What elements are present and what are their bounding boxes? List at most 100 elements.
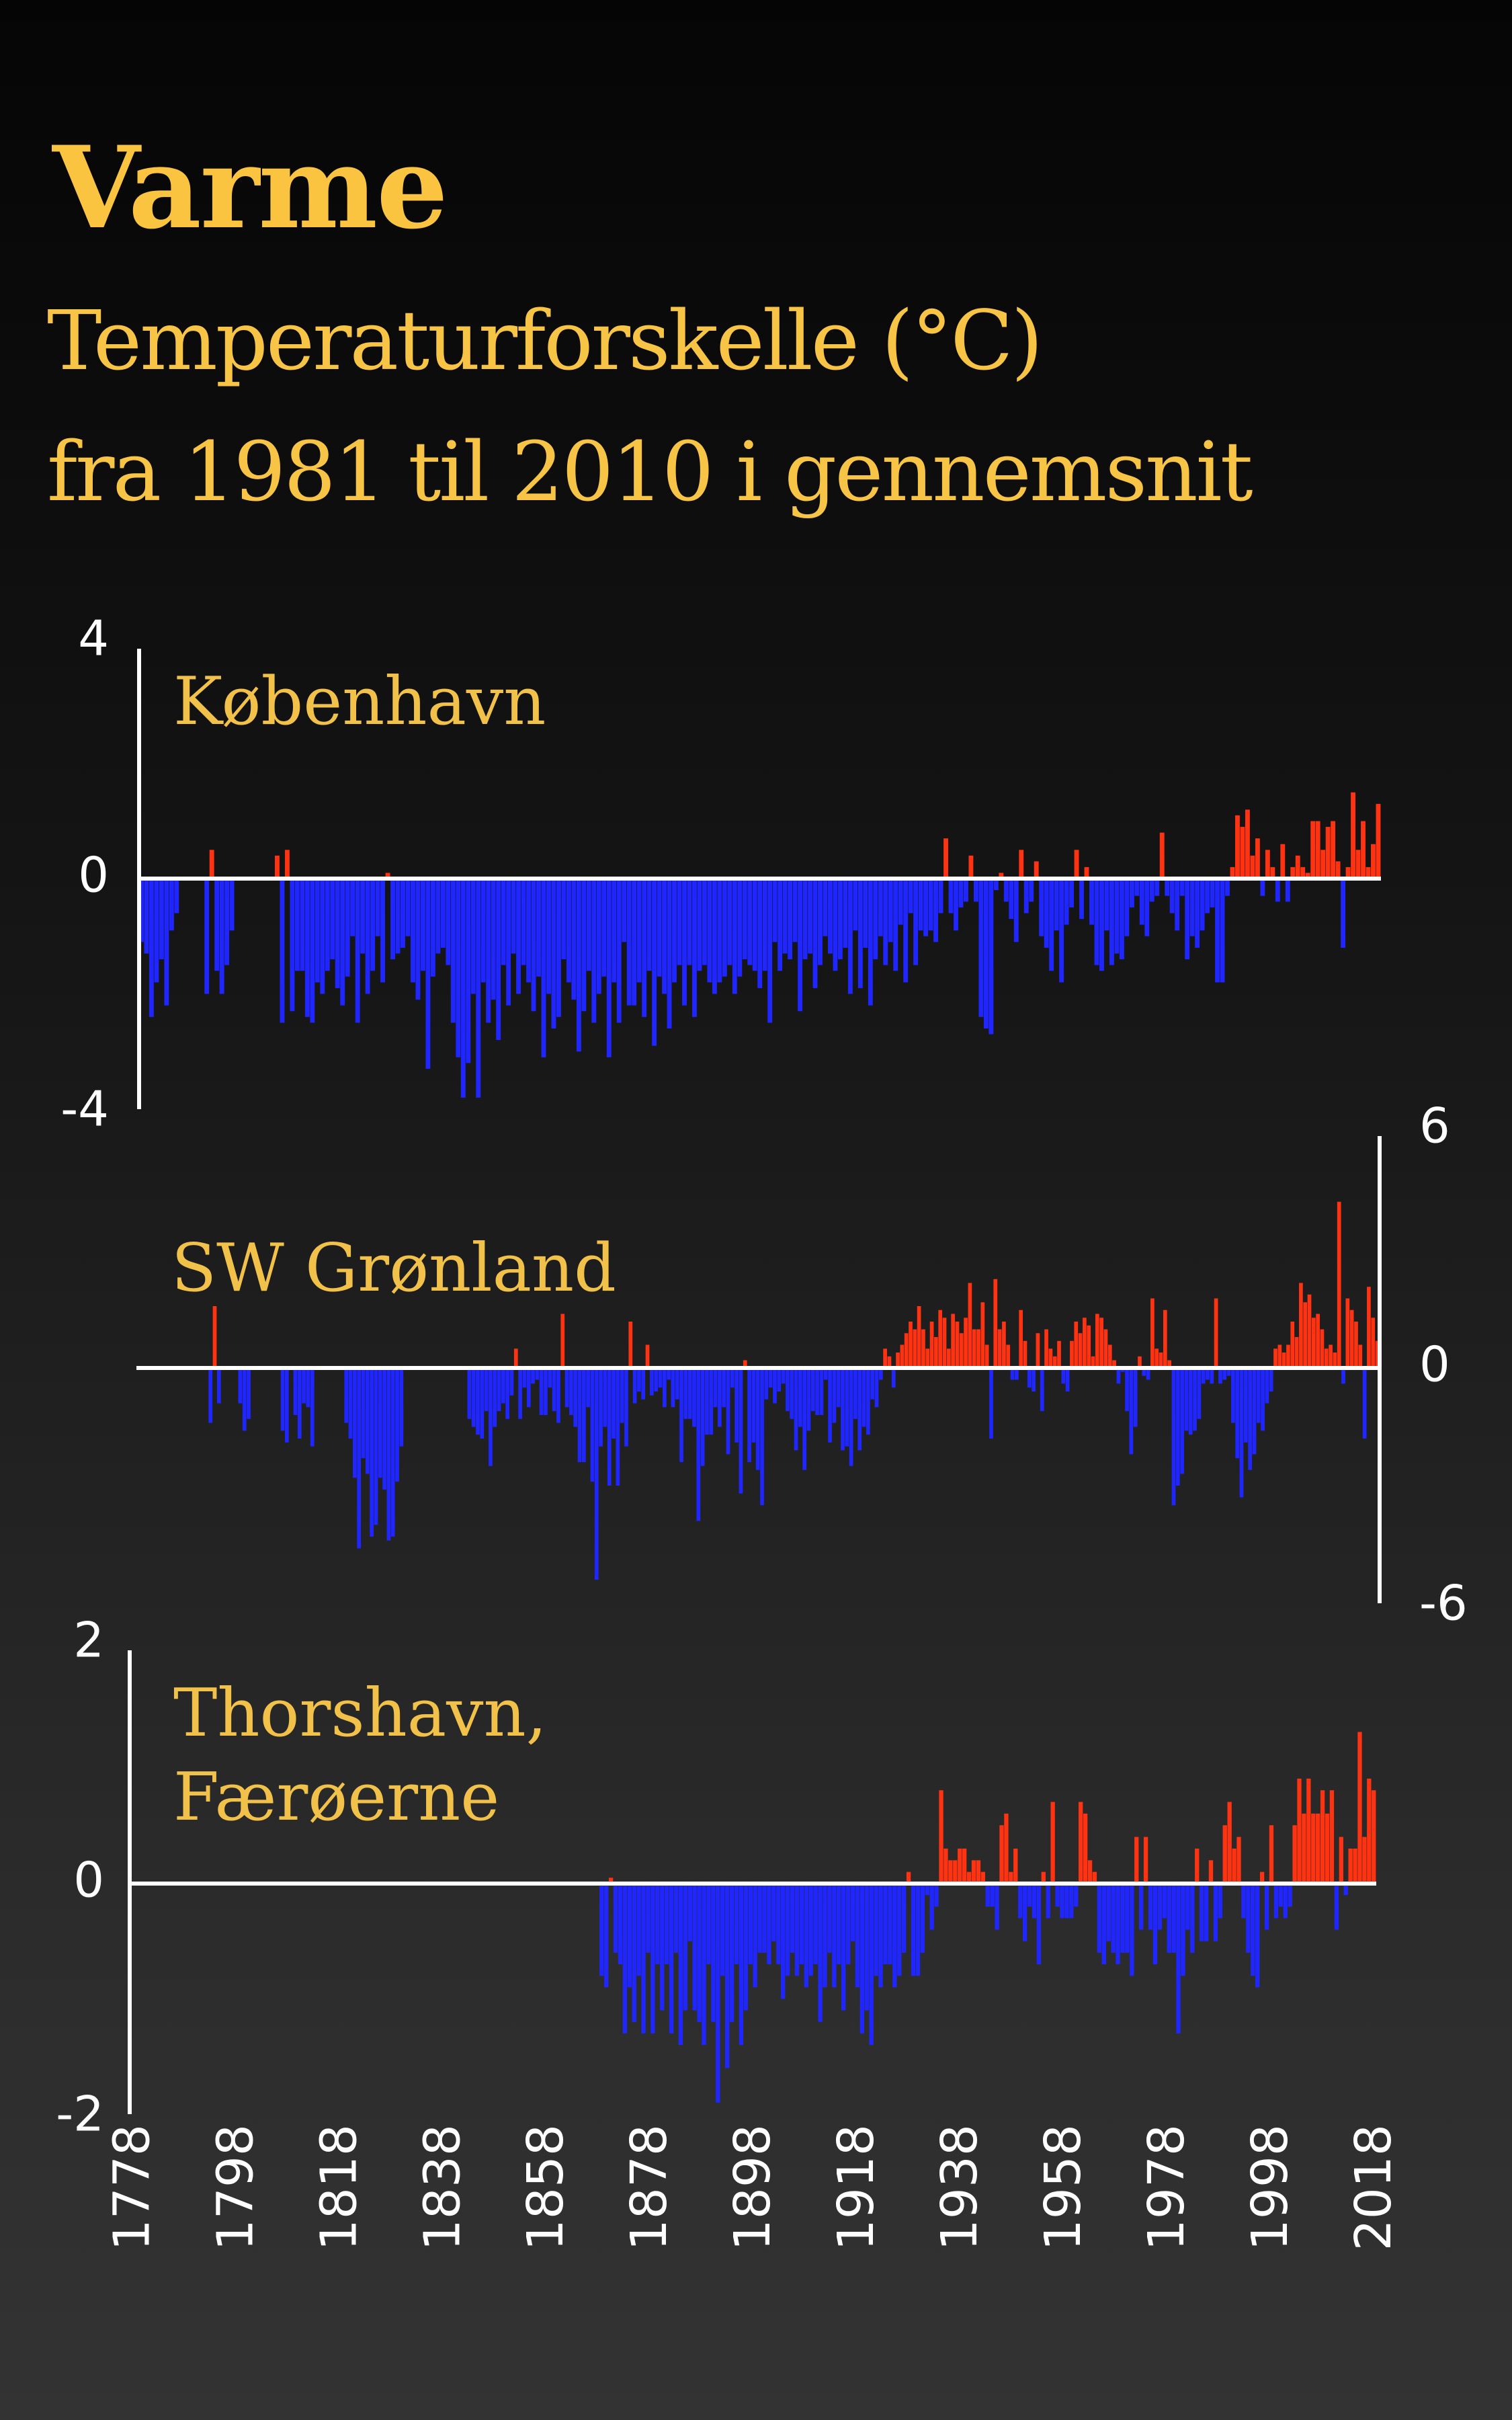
- x-tick-label: 1938: [931, 2124, 989, 2251]
- bar: [1214, 1298, 1218, 1368]
- bar: [1366, 866, 1371, 879]
- bar: [489, 1368, 493, 1466]
- bar: [506, 879, 511, 1006]
- bar: [1149, 879, 1154, 902]
- bar: [586, 879, 591, 971]
- bar: [509, 1368, 514, 1396]
- bar: [1259, 1871, 1265, 1884]
- bar: [204, 879, 210, 994]
- bar: [823, 1884, 827, 1988]
- bar: [1361, 821, 1366, 879]
- bar: [1089, 879, 1094, 925]
- bar: [1218, 1368, 1222, 1384]
- bar: [1139, 1884, 1144, 1930]
- bar: [1282, 1353, 1286, 1368]
- bar: [450, 879, 456, 1023]
- bar: [566, 879, 571, 983]
- bar: [1022, 1884, 1027, 1941]
- bar: [897, 1884, 902, 1976]
- bar: [692, 1884, 697, 2011]
- bar: [531, 879, 536, 1012]
- bar: [1269, 1368, 1273, 1392]
- bar: [1018, 1884, 1023, 1919]
- bar: [1372, 1790, 1376, 1884]
- bar: [224, 879, 230, 965]
- bar: [771, 1884, 776, 1941]
- bar: [1331, 821, 1336, 879]
- bar: [1032, 1884, 1037, 1919]
- bar: [762, 1884, 767, 1953]
- bar: [832, 1884, 837, 1988]
- bar: [1311, 1318, 1316, 1368]
- bar: [724, 1884, 730, 2068]
- bar: [1154, 879, 1160, 896]
- bar: [843, 879, 848, 948]
- bar: [1251, 1884, 1255, 1976]
- bar: [864, 1884, 869, 2011]
- bar: [678, 1884, 683, 2046]
- bar: [1079, 1802, 1083, 1884]
- bar: [1208, 1860, 1214, 1884]
- bar: [904, 1333, 909, 1368]
- bar-group: [208, 1201, 1380, 1580]
- bar: [1034, 861, 1039, 879]
- bar: [214, 879, 220, 971]
- chart-title: Varme: [52, 121, 448, 254]
- bar: [658, 1368, 663, 1388]
- bar: [1288, 1884, 1292, 1907]
- bar: [284, 850, 290, 879]
- bar: [159, 879, 164, 960]
- bar: [1306, 1778, 1311, 1884]
- bar: [1320, 1329, 1325, 1368]
- bar: [511, 879, 516, 954]
- bar: [792, 879, 798, 942]
- bar: [1092, 1871, 1097, 1884]
- bar: [743, 1360, 747, 1368]
- bar: [1125, 1884, 1130, 1953]
- chart-panel: 4 0 -4 København: [60, 610, 1381, 1137]
- bar: [709, 1368, 714, 1435]
- bar: [973, 879, 978, 902]
- bar: [702, 879, 707, 965]
- bar: [1226, 1368, 1231, 1376]
- bar: [1099, 1318, 1103, 1368]
- bar: [1039, 879, 1044, 936]
- bar: [1175, 879, 1180, 931]
- bar: [908, 879, 913, 914]
- bar: [1064, 879, 1069, 925]
- bar: [560, 1314, 565, 1368]
- bar: [1316, 1314, 1320, 1368]
- x-tick-label: 1978: [1138, 2124, 1195, 2251]
- bar: [1206, 1368, 1210, 1380]
- bar: [1003, 879, 1009, 902]
- bar: [1101, 1884, 1106, 1965]
- bar: [1255, 838, 1260, 879]
- bar: [1052, 1356, 1057, 1368]
- bar: [1069, 879, 1075, 908]
- bar: [772, 879, 778, 942]
- x-tick-label: 1798: [206, 2124, 264, 2251]
- bar: [1175, 1368, 1180, 1486]
- bar: [628, 1322, 633, 1368]
- bar: [958, 879, 964, 908]
- bar: [697, 1884, 702, 2022]
- bar: [1201, 1368, 1206, 1384]
- bar: [1358, 1344, 1363, 1368]
- bar: [624, 1368, 628, 1447]
- bar: [1250, 855, 1255, 879]
- bar: [297, 1368, 302, 1439]
- bar: [606, 879, 612, 1057]
- y-tick-label: 0: [1419, 1336, 1450, 1393]
- bar: [1210, 1368, 1214, 1384]
- bar: [1185, 1884, 1190, 1930]
- bar: [1023, 1340, 1027, 1368]
- bar: [302, 1368, 306, 1404]
- bar: [1074, 1884, 1079, 1907]
- bar: [1189, 879, 1195, 936]
- bar: [799, 1884, 804, 1965]
- bar: [1218, 1884, 1222, 1919]
- bar: [1310, 821, 1316, 879]
- bar: [810, 1368, 815, 1412]
- bar: [823, 879, 828, 936]
- bar: [216, 1368, 221, 1404]
